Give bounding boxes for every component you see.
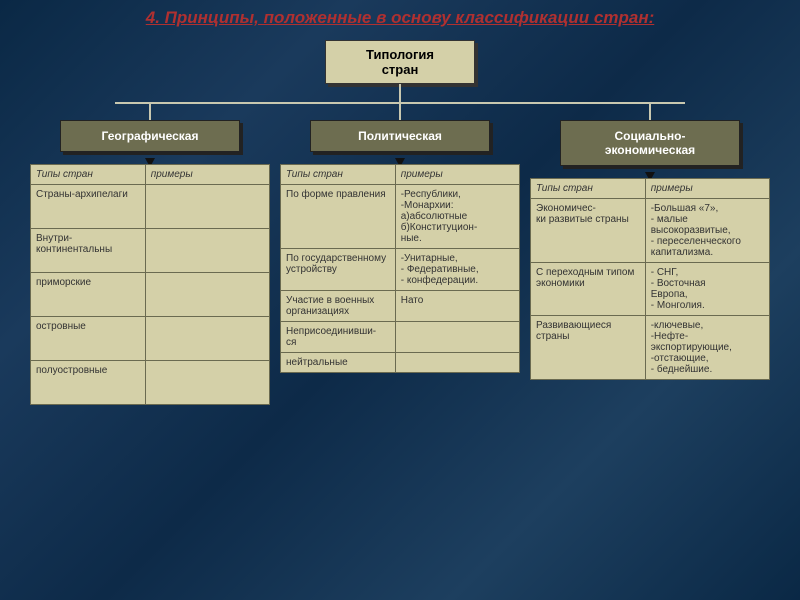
branch-label-socioeconomic: Социально-экономическая <box>560 120 740 166</box>
th: примеры <box>645 179 769 199</box>
td: По государственному устройству <box>281 249 396 291</box>
td <box>145 185 269 229</box>
td <box>145 317 269 361</box>
td: -Большая «7», - малые высокоразвитые, - … <box>645 199 769 263</box>
root-line2: стран <box>346 62 454 77</box>
branch-label-text: Социально-экономическая <box>573 129 727 157</box>
table-geographic: Типы стран примеры Страны-архипелаги Вну… <box>30 164 270 405</box>
td: полуостровные <box>31 361 146 405</box>
td: Развивающиеся страны <box>531 316 646 380</box>
branch-political: Политическая Типы стран примеры По форме… <box>280 120 520 405</box>
td: приморские <box>31 273 146 317</box>
td: Внутри-континентальны <box>31 229 146 273</box>
connector <box>0 84 800 120</box>
root-line1: Типология <box>346 47 454 62</box>
td <box>395 322 519 353</box>
table-political: Типы стран примеры По форме правления-Ре… <box>280 164 520 373</box>
branch-geographic: Географическая Типы стран примеры Страны… <box>30 120 270 405</box>
td: Нато <box>395 291 519 322</box>
th: примеры <box>145 165 269 185</box>
branches-row: Географическая Типы стран примеры Страны… <box>0 120 800 405</box>
td: -Республики, -Монархии: а)абсолютные б)К… <box>395 185 519 249</box>
td: -Унитарные, - Федеративные, - конфедерац… <box>395 249 519 291</box>
branch-label-geographic: Географическая <box>60 120 240 152</box>
td: Страны-архипелаги <box>31 185 146 229</box>
th: Типы стран <box>281 165 396 185</box>
td: С переходным типом экономики <box>531 263 646 316</box>
branch-label-political: Политическая <box>310 120 490 152</box>
td: - СНГ, - Восточная Европа, - Монголия. <box>645 263 769 316</box>
td: Экономичес- ки развитые страны <box>531 199 646 263</box>
table-socioeconomic: Типы стран примеры Экономичес- ки развит… <box>530 178 770 380</box>
th: Типы стран <box>31 165 146 185</box>
td <box>145 361 269 405</box>
td <box>395 353 519 373</box>
th: Типы стран <box>531 179 646 199</box>
td: нейтральные <box>281 353 396 373</box>
td: -ключевые, -Нефте- экспортирующие, -отст… <box>645 316 769 380</box>
page-title: 4. Принципы, положенные в основу классиф… <box>0 0 800 32</box>
branch-socioeconomic: Социально-экономическая Типы стран приме… <box>530 120 770 405</box>
th: примеры <box>395 165 519 185</box>
td: Неприсоединивши- ся <box>281 322 396 353</box>
td <box>145 273 269 317</box>
td: По форме правления <box>281 185 396 249</box>
td: Участие в военных организациях <box>281 291 396 322</box>
td <box>145 229 269 273</box>
root-node: Типология стран <box>325 40 475 84</box>
td: островные <box>31 317 146 361</box>
